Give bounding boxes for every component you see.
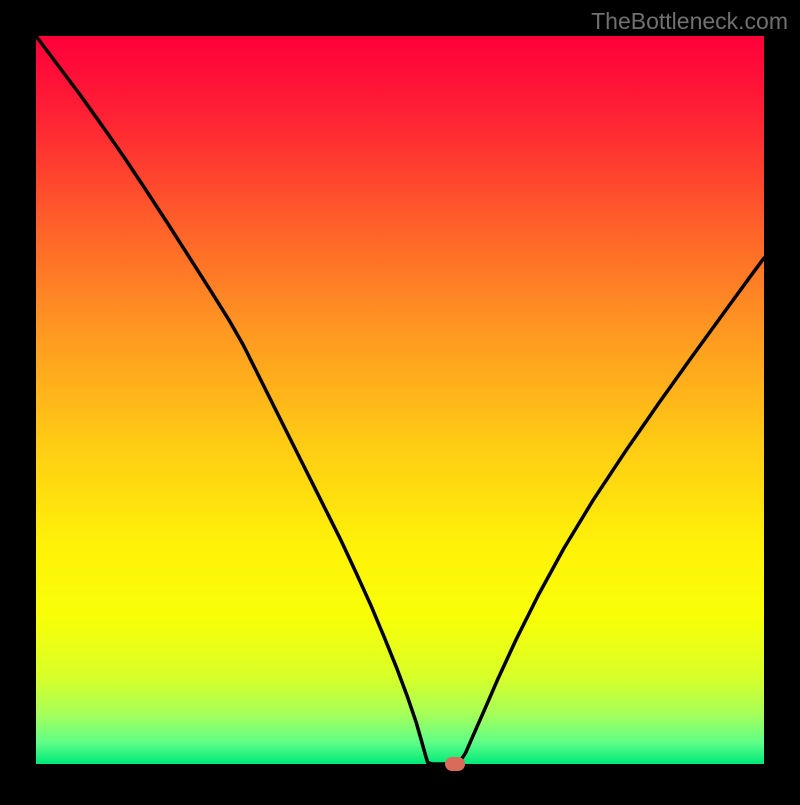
optimum-marker: [445, 757, 465, 771]
bottleneck-chart: [0, 0, 800, 800]
watermark-text: TheBottleneck.com: [591, 8, 788, 35]
chart-background: [36, 36, 764, 764]
